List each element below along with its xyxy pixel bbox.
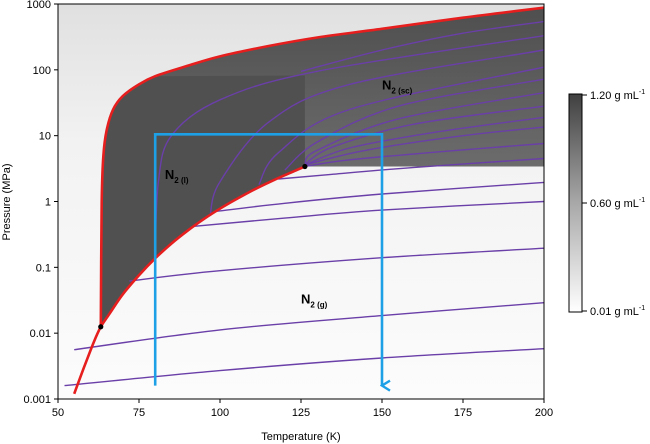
isochore-line	[304, 142, 544, 168]
x-tick-label: 175	[454, 407, 472, 419]
phase-label: N2 (l)	[165, 167, 189, 185]
isochore-line	[74, 302, 544, 351]
isochore-line	[284, 78, 544, 171]
y-tick-label: 0.01	[30, 328, 51, 340]
colorbar: 1.20 g mL-1 0.60 g mL-1 0.01 g mL-1	[568, 89, 645, 318]
colorbar-label-mid: 0.60 g mL-1	[590, 197, 645, 210]
triple-point-marker	[98, 324, 104, 330]
y-tick-label: 0.1	[36, 262, 51, 274]
phase-label: N2 (g)	[301, 292, 328, 310]
liquid-region	[100, 75, 305, 327]
isochore-line	[213, 181, 544, 213]
x-tick-label: 100	[211, 407, 229, 419]
x-tick-label: 50	[52, 407, 64, 419]
y-tick-label: 0.001	[23, 394, 51, 406]
isochore-line	[209, 49, 544, 215]
isochore-line	[129, 247, 544, 282]
phase-labels: N2 (l) N2 (sc) N2 (g)	[165, 78, 413, 310]
x-tick-label: 200	[535, 407, 553, 419]
y-tick-label: 100	[33, 65, 51, 77]
isochore-line	[154, 35, 544, 258]
colorbar-label-bottom: 0.01 g mL-1	[590, 305, 645, 318]
y-axis: 0.001 0.01 0.1 1 10 100 1000	[23, 0, 58, 406]
x-tick-label: 75	[133, 407, 145, 419]
x-axis: 50 75 100 125 150 175 200	[52, 399, 553, 419]
isochore-line	[304, 116, 544, 166]
isochore-lines	[64, 20, 544, 387]
melting-curve	[99, 6, 544, 327]
colorbar-label-top: 1.20 g mL-1	[590, 89, 645, 102]
isochore-line	[300, 20, 544, 72]
isochore-line	[194, 200, 544, 227]
isochore-line	[304, 92, 544, 164]
x-tick-label: 125	[292, 407, 310, 419]
phase-label: N2 (sc)	[382, 78, 413, 96]
y-axis-title: Pressure (MPa)	[1, 163, 13, 240]
special-points	[98, 163, 308, 330]
x-tick-label: 150	[373, 407, 391, 419]
isochore-line	[278, 157, 544, 180]
y-tick-label: 10	[39, 131, 51, 143]
critical-point-marker	[302, 163, 308, 170]
y-tick-label: 1	[45, 197, 51, 209]
colorbar-gradient	[568, 93, 583, 313]
isochore-line	[258, 66, 544, 186]
x-axis-title: Temperature (K)	[261, 431, 340, 443]
isochore-line	[304, 126, 544, 166]
y-tick-label: 1000	[27, 0, 51, 11]
isochore-line	[64, 348, 544, 387]
process-path	[153, 133, 382, 385]
isochore-line	[304, 105, 544, 165]
